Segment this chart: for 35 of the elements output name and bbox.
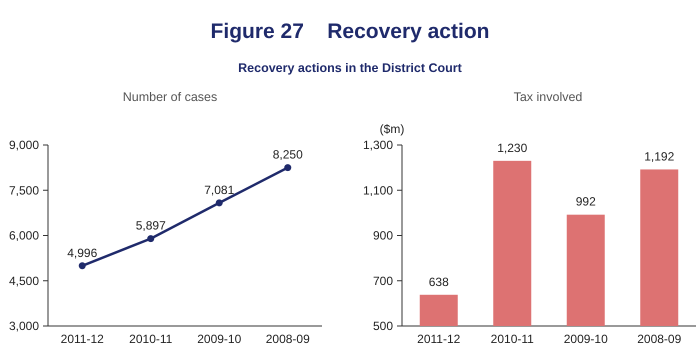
text: 638 — [428, 274, 449, 289]
text: Recovery actions in the District Court — [238, 61, 463, 75]
text: 4,996 — [67, 246, 98, 260]
text: 7,081 — [204, 182, 234, 197]
point — [147, 235, 154, 242]
y-tick-label: 9,000 — [8, 138, 40, 152]
y-tick-label: 3,000 — [8, 319, 40, 334]
y-tick-label: 1,300 — [362, 138, 394, 152]
x-tick-label: 2008-09 — [266, 332, 310, 346]
y-tick-label: 4,500 — [8, 274, 40, 288]
y-tick-label: 6,000 — [8, 228, 40, 243]
text: 1,192 — [644, 149, 674, 164]
point — [216, 199, 223, 206]
y-tick-label: 1,100 — [362, 183, 394, 198]
x-tick-label: 2011-12 — [60, 332, 104, 346]
x-tick-label: 2009-10 — [564, 332, 608, 346]
y-tick-label: 700 — [372, 274, 394, 288]
point — [78, 262, 86, 270]
text: 1,230 — [497, 140, 528, 155]
x-tick-label: 2008-09 — [637, 332, 682, 346]
y-axis-title: ($m) — [380, 122, 404, 136]
y-tick-label: 7,500 — [8, 183, 40, 198]
x-tick-label: 2009-10 — [197, 332, 242, 346]
y-tick-label: 500 — [372, 319, 394, 334]
point — [284, 164, 292, 172]
text: 5,897 — [136, 218, 166, 233]
y-tick-label: 900 — [372, 228, 394, 243]
x-tick-label: 2011-12 — [417, 332, 461, 346]
x-tick-label: 2010-11 — [490, 332, 534, 346]
x-tick-label: 2010-11 — [129, 332, 173, 346]
text: 992 — [576, 194, 596, 209]
text: 8,250 — [272, 148, 303, 162]
chart-title: Tax involved — [514, 90, 582, 104]
y-axis-title: Number of cases — [122, 90, 218, 104]
chart-title: Figure 27 Recovery action — [210, 20, 490, 43]
